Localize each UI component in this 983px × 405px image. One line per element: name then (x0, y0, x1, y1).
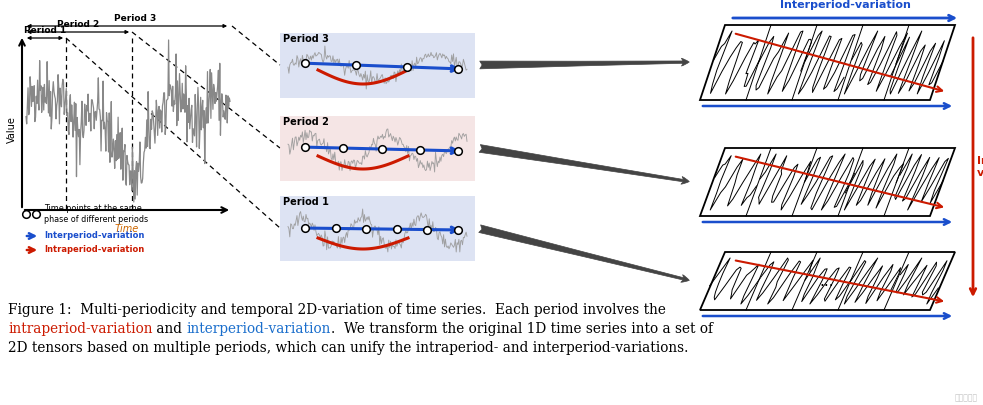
Text: Intraperiod-variation: Intraperiod-variation (44, 245, 145, 254)
Bar (280, 116, 475, 181)
Text: and: and (152, 322, 187, 336)
Text: Period 2: Period 2 (283, 117, 329, 127)
Text: intraperiod-variation: intraperiod-variation (8, 322, 152, 336)
Text: Time: Time (115, 224, 140, 234)
Polygon shape (700, 148, 955, 216)
Text: Interperiod-variation: Interperiod-variation (780, 0, 910, 10)
Text: Time points at the same
phase of different periods: Time points at the same phase of differe… (44, 204, 148, 224)
Bar (280, 33, 475, 98)
Text: Intraperiod-
variation: Intraperiod- variation (977, 156, 983, 178)
Text: 变分推断文: 变分推断文 (954, 393, 978, 402)
Text: Value: Value (7, 117, 17, 143)
Text: Figure 1:  Multi-periodicity and temporal 2D-variation of time series.  Each per: Figure 1: Multi-periodicity and temporal… (8, 303, 665, 317)
Text: Period 1: Period 1 (283, 197, 329, 207)
Text: ...: ... (820, 273, 835, 288)
Text: 2D tensors based on multiple periods, which can unify the intraperiod- and inter: 2D tensors based on multiple periods, wh… (8, 341, 688, 355)
Polygon shape (700, 252, 955, 310)
Text: Period 3: Period 3 (114, 14, 156, 23)
Text: Period 3: Period 3 (283, 34, 329, 44)
Bar (280, 196, 475, 261)
Text: Interperiod-variation: Interperiod-variation (44, 232, 145, 241)
Text: Period 1: Period 1 (24, 26, 66, 35)
Text: interperiod-variation: interperiod-variation (187, 322, 331, 336)
Polygon shape (700, 25, 955, 100)
Text: .  We transform the original 1D time series into a set of: . We transform the original 1D time seri… (331, 322, 714, 336)
Text: Period 2: Period 2 (57, 20, 99, 29)
